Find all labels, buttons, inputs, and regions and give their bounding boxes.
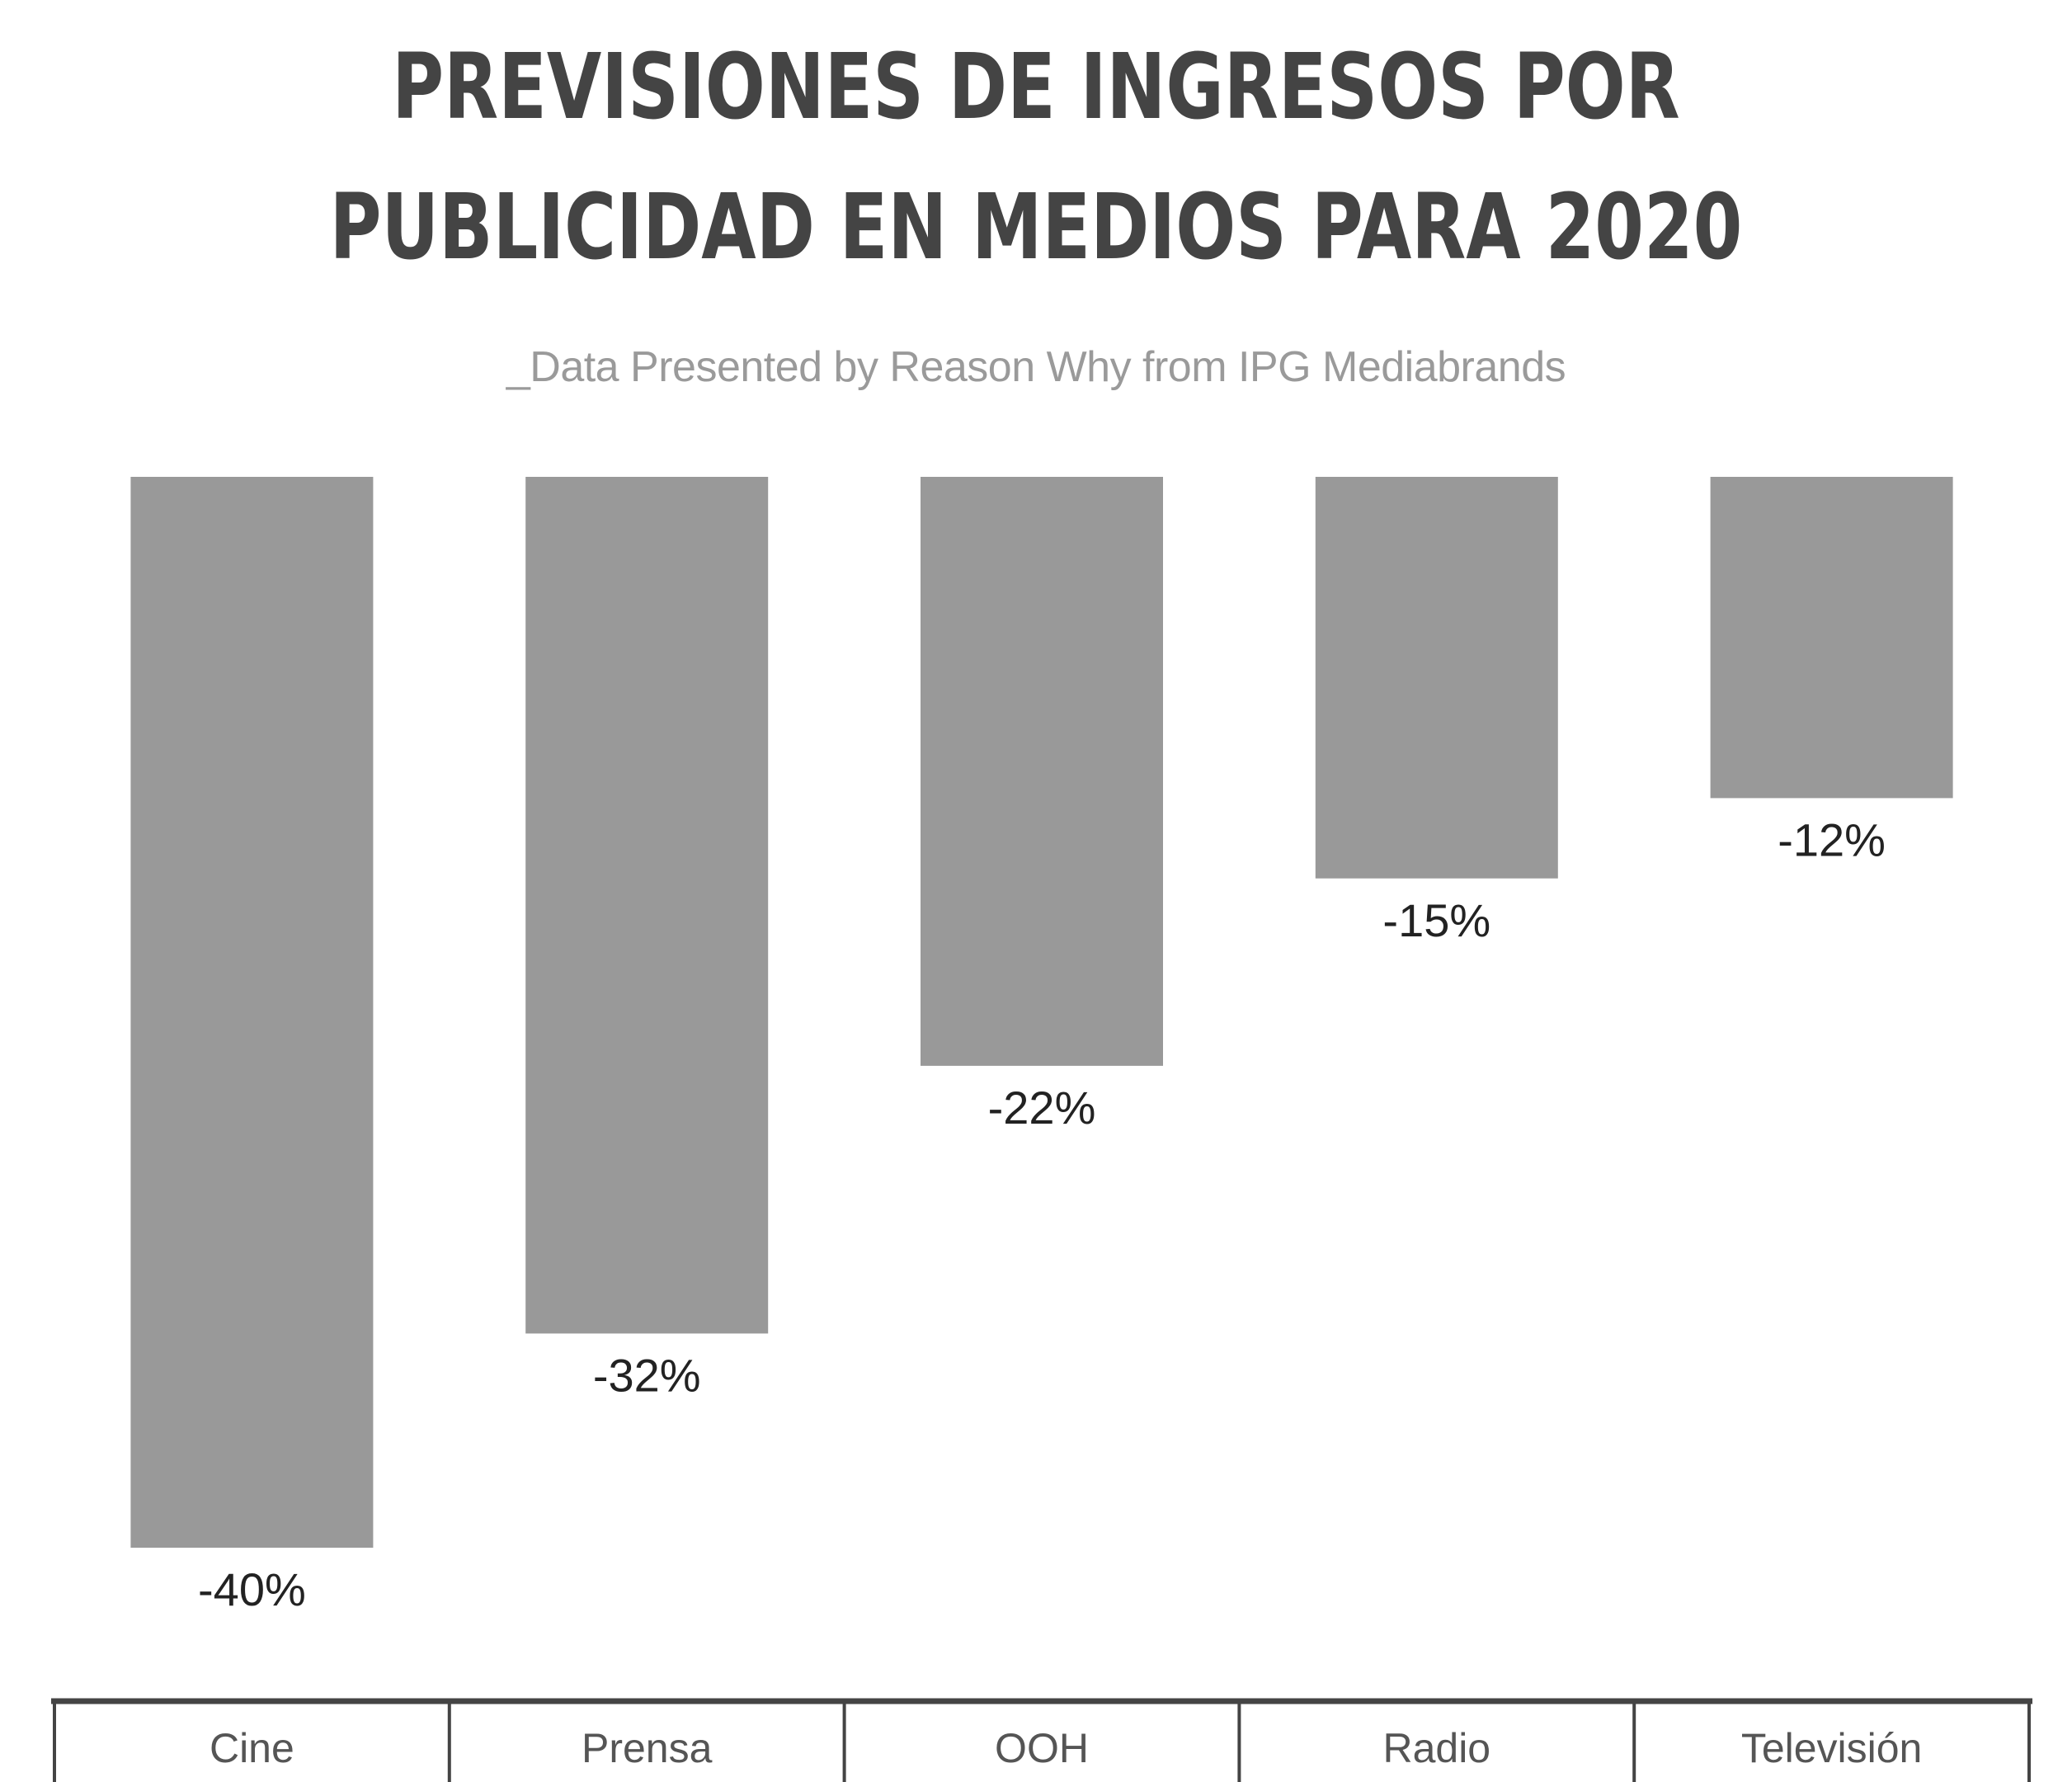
category-label-radio: Radio <box>1382 1725 1490 1771</box>
bar-cine <box>130 477 374 1548</box>
bar-radio <box>1315 477 1558 879</box>
bar-prensa <box>525 477 769 1334</box>
value-labels-group: -40% -32% -22% -15% -12% <box>198 813 1886 1615</box>
x-axis <box>51 1698 2032 1782</box>
value-label-cine: -40% <box>198 1563 306 1615</box>
category-label-ooh: OOH <box>995 1725 1089 1771</box>
category-label-prensa: Prensa <box>582 1725 713 1771</box>
bars-group <box>130 477 1953 1548</box>
chart-title: PREVISIONES DE INGRESOS POR PUBLICIDAD E… <box>329 34 1743 280</box>
bar-television <box>1710 477 1953 799</box>
category-label-cine: Cine <box>210 1725 294 1771</box>
category-label-television: Televisión <box>1741 1725 1923 1771</box>
category-labels-group: Cine Prensa OOH Radio Televisión <box>210 1725 1922 1771</box>
value-label-ooh: -22% <box>988 1082 1096 1134</box>
value-label-radio: -15% <box>1382 894 1490 946</box>
bar-ooh <box>921 477 1163 1066</box>
value-label-television: -12% <box>1778 813 1886 865</box>
chart-subtitle: _Data Presented by Reason Why from IPG M… <box>506 343 1566 391</box>
value-label-prensa: -32% <box>593 1349 701 1401</box>
